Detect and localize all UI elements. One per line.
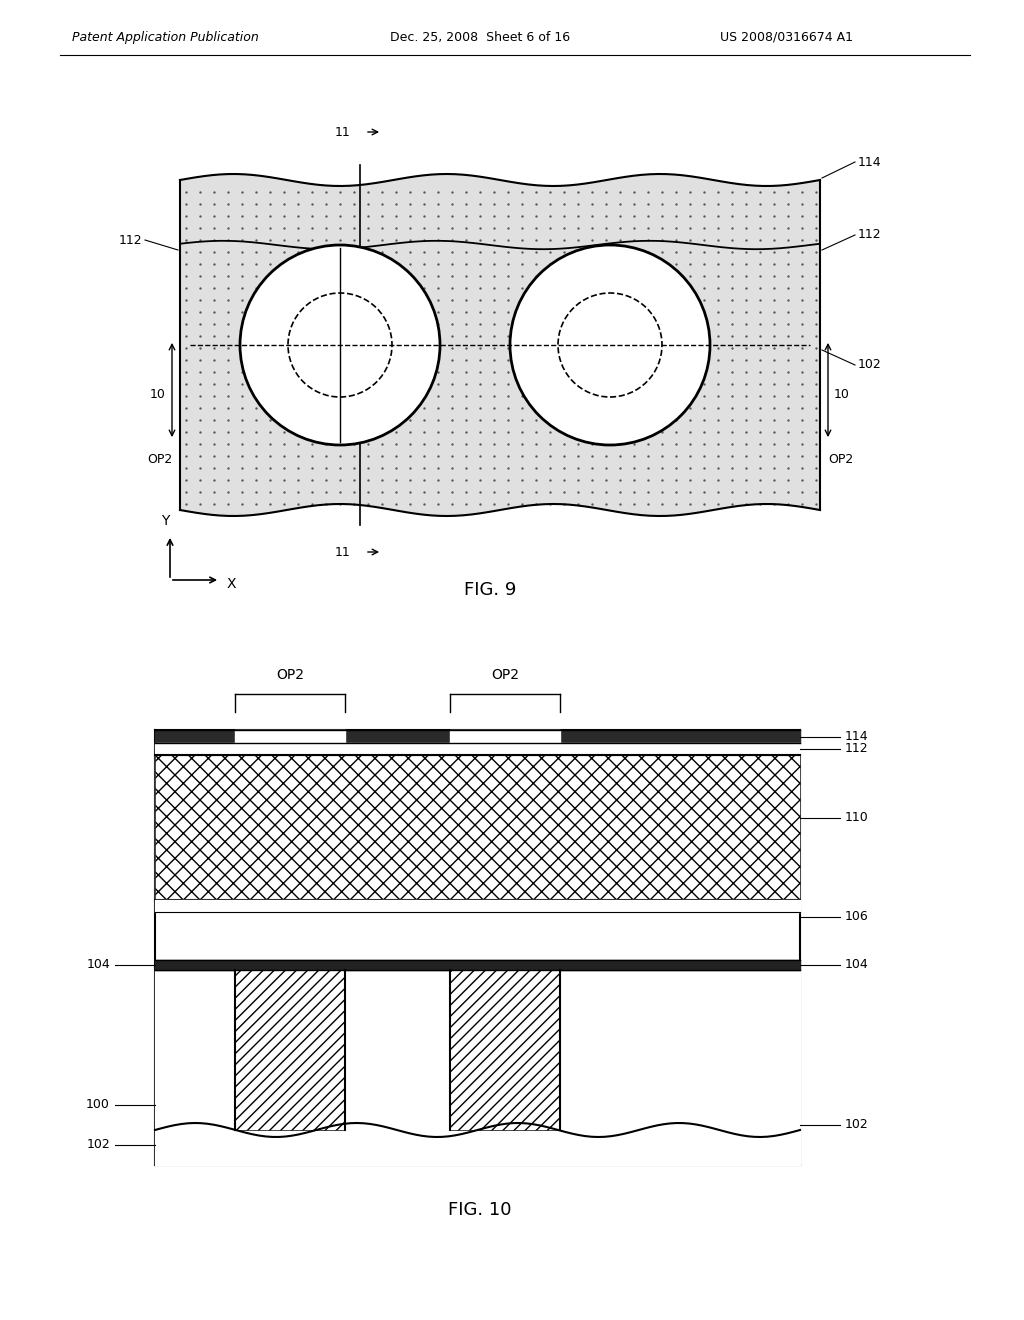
Text: US 2008/0316674 A1: US 2008/0316674 A1 <box>720 30 853 44</box>
Text: 114: 114 <box>858 156 882 169</box>
Circle shape <box>240 246 440 445</box>
Bar <box>155 755 800 900</box>
Text: OP2: OP2 <box>828 453 853 466</box>
Text: 11: 11 <box>334 125 350 139</box>
Bar <box>234 970 345 1130</box>
Text: 104: 104 <box>845 958 868 972</box>
Text: 100: 100 <box>86 1098 110 1111</box>
Text: 10: 10 <box>835 388 850 401</box>
Circle shape <box>510 246 710 445</box>
Bar <box>234 970 345 1130</box>
Bar <box>450 970 560 1130</box>
Text: 112: 112 <box>845 742 868 755</box>
Circle shape <box>558 293 662 397</box>
Text: 112: 112 <box>858 228 882 242</box>
Text: FIG. 9: FIG. 9 <box>464 581 516 599</box>
Text: 106: 106 <box>845 911 868 924</box>
Circle shape <box>288 293 392 397</box>
Text: 102: 102 <box>86 1138 110 1151</box>
Text: 114: 114 <box>845 730 868 743</box>
Text: OP2: OP2 <box>276 668 304 682</box>
Text: 11: 11 <box>334 545 350 558</box>
Text: Dec. 25, 2008  Sheet 6 of 16: Dec. 25, 2008 Sheet 6 of 16 <box>390 30 570 44</box>
Text: 104: 104 <box>86 958 110 972</box>
Text: Patent Application Publication: Patent Application Publication <box>72 30 259 44</box>
Text: OP2: OP2 <box>490 668 519 682</box>
Text: 110: 110 <box>845 810 868 824</box>
Polygon shape <box>180 174 820 516</box>
Text: 112: 112 <box>119 234 142 247</box>
Text: FIG. 10: FIG. 10 <box>449 1201 512 1218</box>
Text: Y: Y <box>161 513 169 528</box>
Text: 102: 102 <box>858 359 882 371</box>
Text: X: X <box>227 577 237 591</box>
Text: OP2: OP2 <box>146 453 172 466</box>
Text: 10: 10 <box>151 388 166 401</box>
Text: 102: 102 <box>845 1118 868 1131</box>
Bar <box>450 970 560 1130</box>
